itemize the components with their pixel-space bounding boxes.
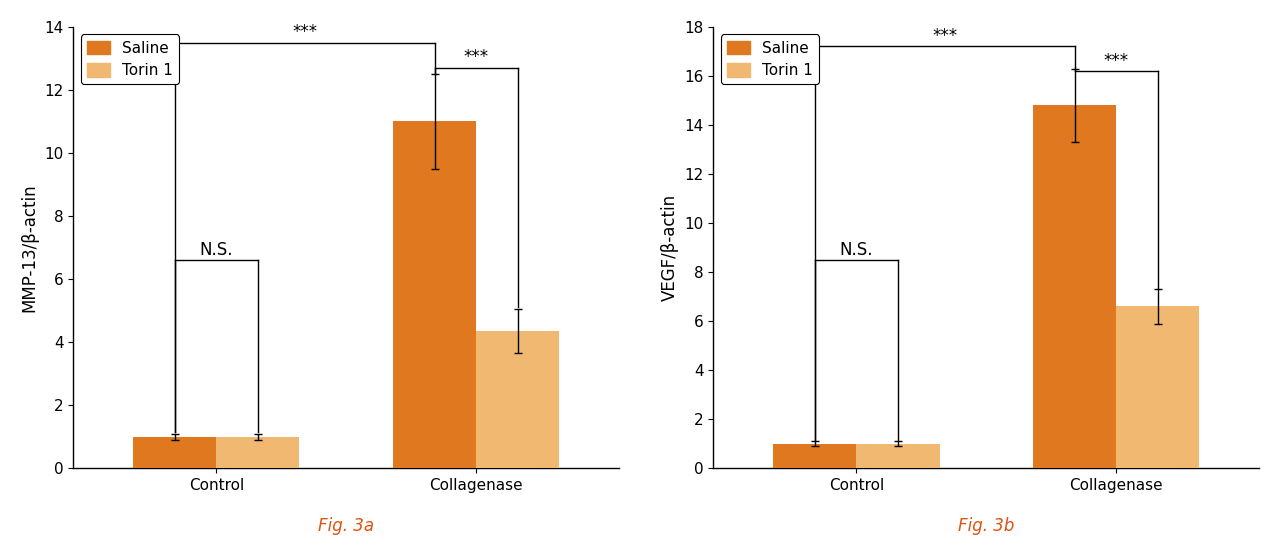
Bar (133, 437, 216, 468)
Text: N.S.: N.S. (840, 240, 873, 259)
Text: ***: *** (932, 27, 957, 45)
Legend: Saline, Torin 1: Saline, Torin 1 (81, 34, 179, 84)
Text: ***: *** (292, 23, 317, 41)
Text: N.S.: N.S. (200, 240, 233, 259)
Bar (856, 444, 940, 468)
Text: ***: *** (1103, 52, 1129, 70)
Text: Fig. 3a: Fig. 3a (319, 517, 374, 535)
Bar (216, 437, 300, 468)
Bar (393, 121, 476, 468)
Y-axis label: VEGF/β-actin: VEGF/β-actin (660, 194, 678, 301)
Bar (1116, 306, 1199, 468)
Bar (476, 331, 559, 468)
Y-axis label: MMP-13/β-actin: MMP-13/β-actin (20, 183, 38, 312)
Legend: Saline, Torin 1: Saline, Torin 1 (721, 34, 819, 84)
Bar (1033, 105, 1116, 468)
Bar (773, 444, 856, 468)
Text: Fig. 3b: Fig. 3b (959, 517, 1015, 535)
Text: ***: *** (463, 48, 489, 66)
